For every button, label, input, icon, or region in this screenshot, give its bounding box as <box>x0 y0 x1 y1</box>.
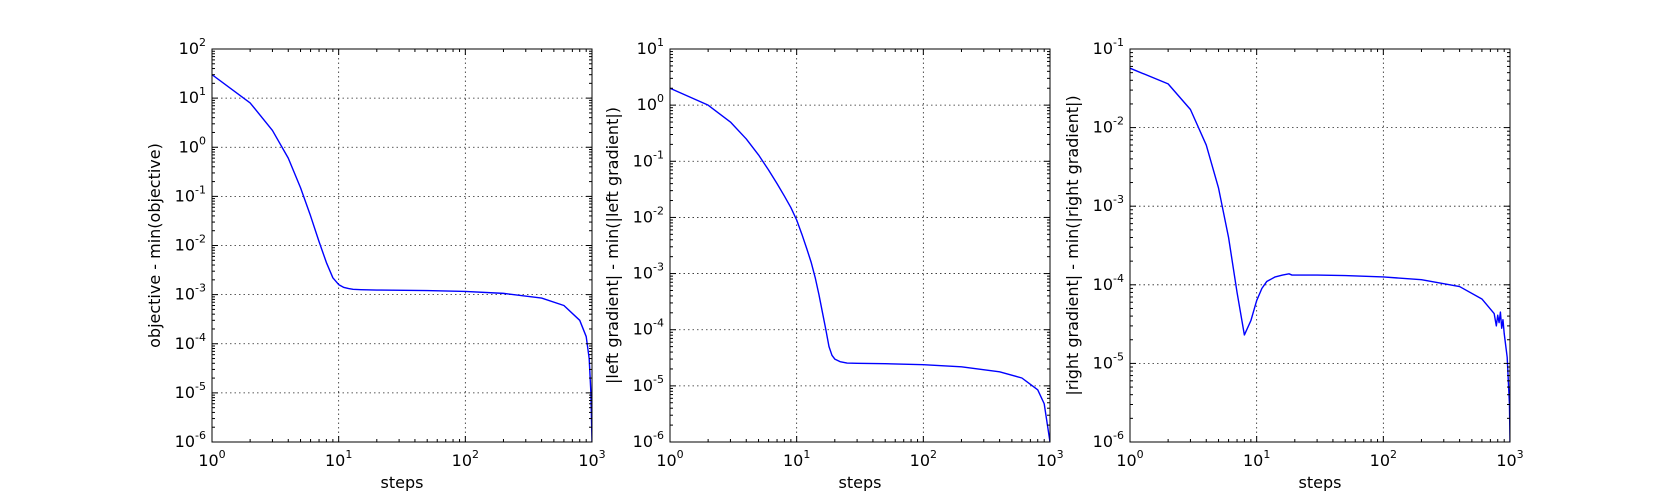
y-tick-label: 10-3 <box>633 261 664 283</box>
y-axis-label: |right gradient| - min(|right gradient|) <box>1063 95 1082 395</box>
y-tick-label: 10-6 <box>175 429 206 451</box>
x-tick-label: 100 <box>656 448 683 470</box>
x-tick-label: 102 <box>1370 448 1397 470</box>
x-axis-label: steps <box>839 473 882 491</box>
y-axis-label: |left gradient| - min(|left gradient|) <box>603 107 622 384</box>
y-tick-label: 10-4 <box>1093 272 1124 294</box>
x-axis-label: steps <box>1299 473 1342 491</box>
y-tick-label: 10-3 <box>175 282 206 304</box>
y-tick-label: 10-5 <box>175 380 206 402</box>
series-line-1 <box>1130 67 1510 442</box>
y-tick-label: 10-1 <box>633 148 664 170</box>
y-tick-label: 10-5 <box>1093 350 1124 372</box>
series-line-1 <box>212 74 592 442</box>
x-tick-label: 103 <box>1036 448 1063 470</box>
x-tick-label: 103 <box>1496 448 1523 470</box>
x-axis-label: steps <box>381 473 424 491</box>
plot-frame <box>1129 48 1511 443</box>
y-tick-label: 10-5 <box>633 373 664 395</box>
x-tick-label: 101 <box>1243 448 1270 470</box>
x-tick-label: 100 <box>1116 448 1143 470</box>
y-tick-label: 10-6 <box>633 429 664 451</box>
y-tick-label: 101 <box>179 85 206 107</box>
x-tick-label: 101 <box>783 448 810 470</box>
plot-frame <box>669 48 1051 443</box>
chart-panel-3: 100 101 102 103 10-6 10-5 10-4 10-3 10-2 10-1 step… <box>1063 36 1524 491</box>
y-tick-label: 10-2 <box>633 204 664 226</box>
series-line-1 <box>670 87 1050 442</box>
y-tick-label: 100 <box>179 134 206 156</box>
x-tick-label: 102 <box>910 448 937 470</box>
y-axis-label: objective - min(objective) <box>145 143 164 348</box>
y-tick-label: 10-2 <box>175 233 206 255</box>
x-tick-label: 102 <box>452 448 479 470</box>
x-tick-label: 100 <box>198 448 225 470</box>
y-tick-label: 102 <box>179 36 206 58</box>
chart-panel-1: 100 101 102 103 10-6 10-5 10-4 10-3 10-2 10-1 100 1… <box>145 36 606 491</box>
y-tick-label: 10-4 <box>633 317 664 339</box>
y-tick-label: 10-1 <box>1093 36 1124 58</box>
y-tick-label: 101 <box>637 36 664 58</box>
y-tick-label: 10-2 <box>1093 115 1124 137</box>
y-tick-label: 10-6 <box>1093 429 1124 451</box>
x-tick-label: 103 <box>578 448 605 470</box>
y-tick-label: 10-4 <box>175 331 206 353</box>
x-tick-label: 101 <box>325 448 352 470</box>
y-tick-label: 100 <box>637 92 664 114</box>
y-tick-label: 10-3 <box>1093 193 1124 215</box>
chart-panel-2: 100 101 102 103 10-6 10-5 10-4 10-3 10-2 10-1 100 1… <box>603 36 1064 491</box>
y-tick-label: 10-1 <box>175 183 206 205</box>
